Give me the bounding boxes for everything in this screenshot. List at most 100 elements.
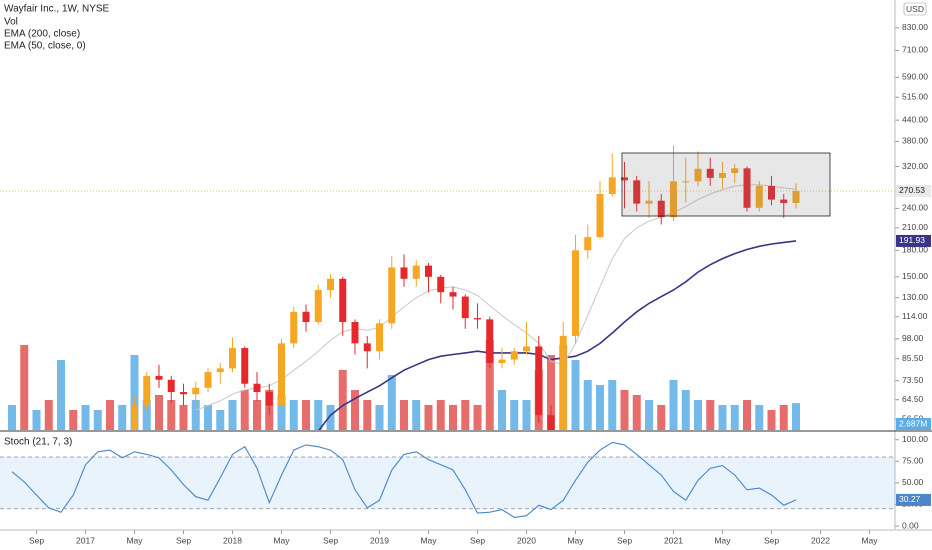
x-tick-label: May [420,535,437,545]
x-tick-label: 2021 [664,535,683,545]
x-tick-label: 2018 [223,535,242,545]
volume-bar [412,400,421,430]
stoch-label-box [896,493,931,506]
volume-bar [44,400,53,430]
volume-bar [620,390,629,430]
candle-body [314,290,322,323]
volume-bar [485,340,494,430]
ema-line [195,184,797,411]
candle-body [621,177,628,181]
volume-bar [8,405,16,430]
volume-bar [645,400,653,430]
volume-bar [522,400,531,430]
stoch-tick-label: 0.00 [902,520,919,530]
ema-label: 191.93 [899,235,925,245]
y-tick-label: 150.00 [902,271,928,281]
stoch-pane [0,441,895,518]
y-tick-label: 380.00 [902,136,928,146]
volume-bar [363,400,372,430]
ema-line [318,240,797,430]
ema-label-box [896,234,931,247]
candle-body [216,368,224,373]
candle-body [180,392,187,395]
volume-bar [338,370,347,430]
volume-bar [547,355,555,430]
volume-bar [730,405,739,430]
candle-body [363,343,371,352]
candle-body [229,348,236,369]
candle-body [376,323,383,352]
candle-body [731,168,739,174]
candle-body [743,168,751,208]
volume-bar [608,380,617,430]
candle-body [535,346,543,416]
candle-body [351,322,359,344]
candle-body [670,181,677,218]
x-tick-label: Sep [470,535,485,545]
y-tick-label: 240.00 [902,203,928,213]
volume-bar [461,400,470,430]
volume-bar [179,405,188,430]
y-tick-label: 64.50 [902,394,924,404]
candle-body [204,372,212,388]
y-tick-label: 114.00 [902,311,928,321]
volume-bar [228,400,237,430]
currency: USD [906,4,924,14]
axes: 830.00 710.00 590.00 515.00 440.00 380.00 320.… [29,22,931,545]
stoch-tick-label: 100.00 [902,434,928,444]
range-box [621,152,831,217]
candle-body [645,200,653,204]
x-tick-label: 2022 [811,535,830,545]
candle-body [755,185,763,208]
legend-ema50: EMA (50, close, 0) [4,41,86,52]
x-tick-label: May [567,535,584,545]
volume-bar [155,395,163,430]
candle-body [388,267,396,324]
volume-bar [216,410,225,430]
volume-bar [792,403,800,430]
volume-bar [142,400,151,430]
volume-label-box [896,418,931,430]
volume-bar [681,390,690,430]
volume-bar [571,360,580,430]
volume-bar [657,405,666,430]
volume-bar [32,410,41,430]
x-tick-label: 2017 [76,535,95,545]
volume-bar [130,355,139,430]
candle-body [278,343,285,406]
x-tick-label: Sep [617,535,632,545]
chart-title: Wayfair Inc., 1W, NYSE [4,4,110,15]
stoch-tick-label: 75.00 [902,456,924,466]
volume-bar [706,400,715,430]
volume-bar [351,390,359,430]
candle-body [498,359,506,364]
volume-bar [289,400,298,430]
stoch-label: 30.27 [899,494,921,504]
y-tick-label: 210.00 [902,222,928,232]
stoch-band [0,457,895,509]
volume-bar [57,360,65,430]
stoch-line [11,441,797,518]
currency-box [903,2,927,16]
volume-bar [93,410,102,430]
candle-body [437,276,445,293]
volume-bar [767,410,776,430]
x-tick-label: Sep [764,535,779,545]
volume-bar [718,405,727,430]
volume-bar [118,405,127,430]
volume-bar [596,385,604,430]
candle-body [719,173,726,178]
volume-label: 2.687M [899,418,927,428]
legend-stoch: Stoch (21, 7, 3) [4,437,72,448]
volume-bar [473,405,482,430]
x-tick-label: May [714,535,731,545]
x-tick-label: 2020 [517,535,536,545]
candle-body [143,375,151,406]
candle-body [510,351,518,360]
candle-body [327,278,334,291]
y-tick-label: 710.00 [902,45,928,55]
candle-body [608,177,616,194]
last-price-label-box [896,184,931,197]
